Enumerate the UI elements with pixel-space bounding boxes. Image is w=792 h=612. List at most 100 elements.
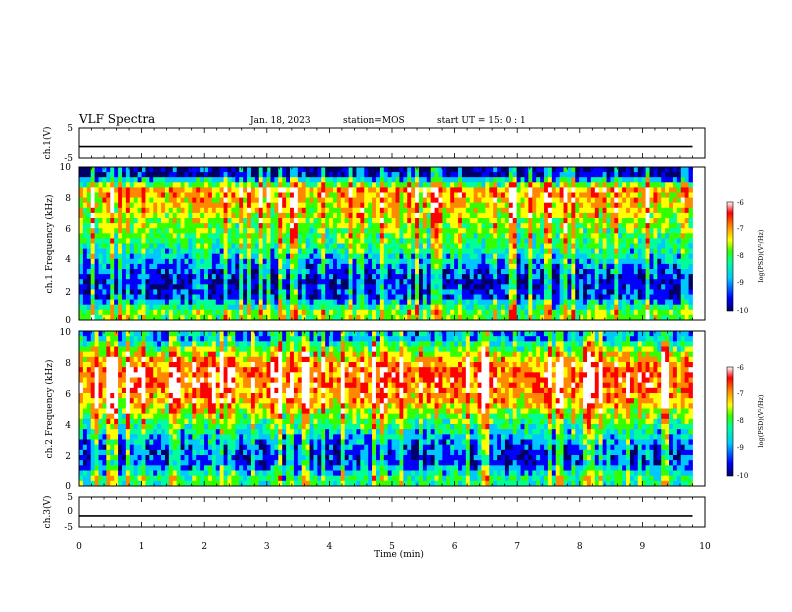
spectrogram-cell xyxy=(524,177,529,183)
spectrogram-cell xyxy=(94,279,99,285)
spectrogram-cell xyxy=(94,269,99,275)
spectrogram-cell xyxy=(473,263,478,270)
spectrogram-cell xyxy=(309,299,314,306)
spectrogram-cell xyxy=(614,269,619,275)
spectrogram-cell xyxy=(164,269,170,275)
spectrogram-cell xyxy=(282,258,287,265)
spectrogram-cell xyxy=(317,207,322,214)
spectrogram-cell xyxy=(543,269,549,275)
spectrogram-cell xyxy=(454,248,459,255)
spectrogram-cell xyxy=(622,238,627,244)
spectrogram-cell xyxy=(149,253,154,260)
spectrogram-cell xyxy=(262,304,267,311)
spectrogram-cell xyxy=(649,309,654,316)
spectrogram-cell xyxy=(442,182,447,188)
spectrogram-cell xyxy=(680,182,686,188)
spectrogram-cell xyxy=(590,207,596,214)
spectrogram-cell xyxy=(133,197,139,204)
spectrogram-cell xyxy=(395,202,400,209)
spectrogram-cell xyxy=(606,304,611,311)
spectrogram-cell xyxy=(118,304,123,311)
spectrogram-cell xyxy=(278,202,283,209)
spectrogram-cell xyxy=(336,233,342,239)
spectrogram-cell xyxy=(563,243,568,249)
spectrogram-cell xyxy=(149,202,154,209)
spectrogram-cell xyxy=(114,233,119,239)
spectrogram-cell xyxy=(98,304,103,311)
spectrogram-cell xyxy=(508,187,514,193)
spectrogram-cell xyxy=(516,309,521,316)
spectrogram-cell xyxy=(204,299,209,306)
spectrogram-cell xyxy=(247,233,252,239)
spectrogram-cell xyxy=(274,258,279,265)
spectrogram-cell xyxy=(508,289,514,295)
spectrogram-cell xyxy=(368,258,373,265)
spectrogram-cell xyxy=(477,248,482,255)
spectrogram-cell xyxy=(352,177,357,183)
spectrogram-cell xyxy=(379,248,385,255)
spectrogram-cell xyxy=(477,299,482,306)
spectrogram-cell xyxy=(98,233,103,239)
spectrogram-cell xyxy=(489,192,494,198)
spectrogram-cell xyxy=(598,218,604,224)
spectrogram-cell xyxy=(438,279,443,285)
spectrogram-cell xyxy=(411,284,416,290)
spectrogram-cell xyxy=(168,228,174,234)
spectrogram-cell xyxy=(243,228,248,234)
spectrogram-cell xyxy=(313,243,318,249)
spectrogram-cell xyxy=(114,238,119,244)
ch1-voltage-ticks xyxy=(78,128,706,158)
spectrogram-cell xyxy=(157,331,162,337)
spectrogram-cell xyxy=(297,294,303,300)
spectrogram-cell xyxy=(590,304,596,311)
spectrogram-cell xyxy=(145,269,150,275)
spectrogram-cell xyxy=(348,309,353,316)
spectrogram-cell xyxy=(340,314,346,321)
spectrogram-cell xyxy=(254,177,260,183)
spectrogram-cell xyxy=(504,253,510,260)
spectrogram-cell xyxy=(454,309,459,316)
spectrogram-cell xyxy=(469,289,475,295)
spectrogram-cell xyxy=(204,314,209,321)
spectrogram-cell xyxy=(180,218,185,224)
spectrogram-cell xyxy=(227,299,232,306)
spectrogram-cell xyxy=(102,172,107,178)
spectrogram-cell xyxy=(403,197,408,204)
spectrogram-cell xyxy=(649,187,654,193)
spectrogram-cell xyxy=(653,253,658,260)
spectrogram-cell xyxy=(602,309,607,316)
spectrogram-cell xyxy=(399,294,404,300)
spectrogram-cell xyxy=(278,269,283,275)
spectrogram-cell xyxy=(614,243,619,249)
spectrogram-cell xyxy=(180,269,185,275)
spectrogram-cell xyxy=(153,182,158,188)
spectrogram-cell xyxy=(219,289,224,295)
spectrogram-cell xyxy=(426,243,432,249)
spectrogram-cell xyxy=(481,294,486,300)
spectrogram-cell xyxy=(360,238,365,244)
spectrogram-cell xyxy=(344,284,350,290)
spectrogram-cell xyxy=(79,207,84,214)
spectrogram-cell xyxy=(473,289,478,295)
spectrogram-cell xyxy=(243,248,248,255)
spectrogram-cell xyxy=(106,172,111,178)
spectrogram-cell xyxy=(473,279,478,285)
spectrogram-cell xyxy=(395,304,400,311)
spectrogram-cell xyxy=(434,304,439,311)
spectrogram-cell xyxy=(344,263,350,270)
spectrogram-cell xyxy=(332,212,338,219)
spectrogram-cell xyxy=(454,314,459,321)
spectrogram-cell xyxy=(86,207,92,214)
spectrogram-cell xyxy=(540,197,545,204)
spectrogram-cell xyxy=(594,223,600,229)
spectrogram-cell xyxy=(290,274,295,280)
spectrogram-cell xyxy=(676,177,682,183)
spectrogram-cell xyxy=(559,263,564,270)
spectrogram-cell xyxy=(391,294,396,300)
spectrogram-cell xyxy=(485,177,490,183)
spectrogram-cell xyxy=(411,304,416,311)
spectrogram-cell xyxy=(493,304,498,311)
spectrogram-cell xyxy=(551,253,557,260)
spectrogram-cell xyxy=(86,218,92,224)
spectrogram-cell xyxy=(465,172,471,178)
